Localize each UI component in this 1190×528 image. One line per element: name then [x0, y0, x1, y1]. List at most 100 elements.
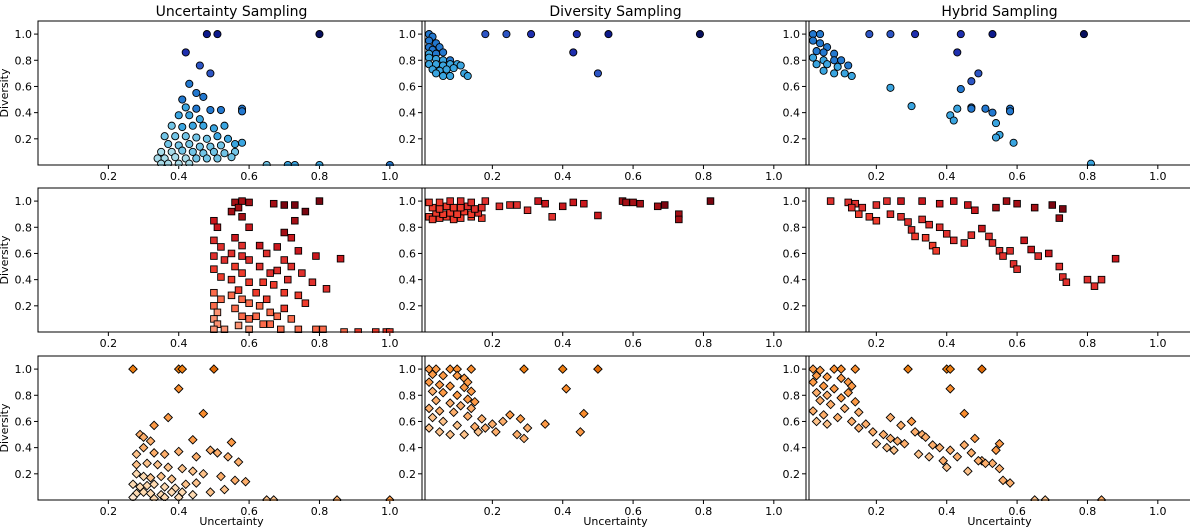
data-point	[185, 140, 194, 149]
data-point	[171, 132, 180, 141]
data-point	[238, 241, 246, 250]
x-axis-label: Uncertainty	[583, 515, 648, 528]
data-point	[1009, 138, 1018, 147]
data-point	[950, 236, 958, 245]
x-tick-label: 1.0	[765, 337, 783, 350]
data-point	[145, 436, 156, 446]
data-point	[907, 226, 916, 234]
data-point	[506, 201, 514, 209]
data-point	[920, 432, 931, 443]
data-point	[840, 69, 849, 78]
data-point	[255, 241, 264, 250]
data-point	[185, 159, 194, 166]
data-point	[287, 233, 296, 242]
data-point	[897, 213, 905, 221]
data-point	[945, 445, 956, 456]
data-point	[478, 203, 486, 212]
data-point	[463, 71, 472, 81]
y-tick-label: 0.6	[15, 247, 33, 260]
data-point	[949, 116, 958, 125]
data-point	[259, 278, 267, 287]
data-point	[216, 105, 225, 115]
data-point	[911, 30, 920, 39]
data-point	[816, 39, 825, 48]
data-point	[811, 387, 822, 398]
data-point	[918, 215, 926, 224]
data-point	[425, 198, 433, 207]
data-point	[192, 88, 201, 98]
data-point	[886, 210, 895, 218]
x-tick-label: 0.2	[868, 337, 886, 350]
data-point	[210, 302, 218, 310]
data-point	[424, 423, 434, 433]
data-point	[220, 325, 229, 333]
data-point	[128, 479, 138, 490]
data-point	[847, 71, 856, 81]
data-point	[277, 325, 285, 333]
axes-frame	[805, 355, 1190, 501]
data-point	[1090, 282, 1099, 290]
data-point	[226, 437, 237, 448]
y-tick-label: 0.2	[15, 300, 33, 313]
data-point	[273, 312, 281, 321]
y-tick-label: 0.6	[399, 415, 417, 428]
points-group	[128, 364, 395, 501]
x-tick-label: 0.8	[1079, 337, 1097, 350]
data-point	[128, 364, 138, 374]
data-point	[534, 197, 542, 205]
data-point	[287, 262, 296, 271]
y-tick-label: 0.2	[783, 300, 801, 313]
data-point	[935, 223, 944, 232]
data-point	[502, 30, 511, 39]
data-point	[830, 69, 839, 78]
data-point	[449, 203, 458, 212]
subplot-title: Uncertainty Sampling	[156, 4, 308, 20]
data-point	[462, 411, 473, 422]
x-tick-label: 0.6	[624, 337, 642, 350]
data-point	[885, 433, 896, 444]
data-point	[953, 104, 962, 113]
axes-frame	[805, 20, 1190, 166]
data-point	[487, 419, 498, 429]
y-tick-label: 0.2	[399, 300, 417, 313]
data-point	[210, 216, 218, 225]
data-point	[918, 197, 926, 205]
data-point	[822, 372, 832, 382]
data-point	[191, 451, 202, 462]
data-point	[231, 233, 239, 242]
data-point	[836, 373, 847, 384]
data-point	[234, 321, 243, 330]
data-point	[427, 386, 438, 397]
data-point	[661, 201, 669, 209]
data-point	[198, 468, 209, 479]
data-point	[178, 122, 187, 132]
data-point	[294, 325, 303, 333]
x-tick-label: 0.6	[240, 505, 258, 518]
data-point	[988, 30, 997, 39]
data-point	[131, 449, 142, 460]
y-tick-label: 0.6	[783, 80, 801, 93]
data-point	[210, 265, 218, 273]
data-point	[498, 416, 508, 427]
y-tick-label: 0.2	[783, 468, 801, 481]
y-tick-label: 1.0	[15, 28, 33, 41]
data-point	[449, 64, 458, 73]
data-point	[245, 223, 253, 232]
data-point	[198, 408, 209, 419]
subplot-title: Hybrid Sampling	[941, 4, 1057, 20]
data-point	[812, 47, 821, 56]
x-tick-label: 1.0	[381, 505, 399, 518]
data-point	[512, 429, 522, 440]
data-point	[164, 159, 173, 166]
data-point	[205, 487, 216, 497]
data-point	[245, 315, 253, 323]
data-point	[138, 442, 149, 453]
data-point	[956, 30, 965, 39]
data-point	[1048, 201, 1057, 209]
data-point	[284, 275, 292, 284]
data-point	[974, 69, 983, 78]
x-tick-label: 0.4	[170, 505, 188, 518]
x-tick-label: 1.0	[765, 170, 783, 183]
data-point	[481, 30, 490, 39]
data-point	[173, 446, 184, 457]
